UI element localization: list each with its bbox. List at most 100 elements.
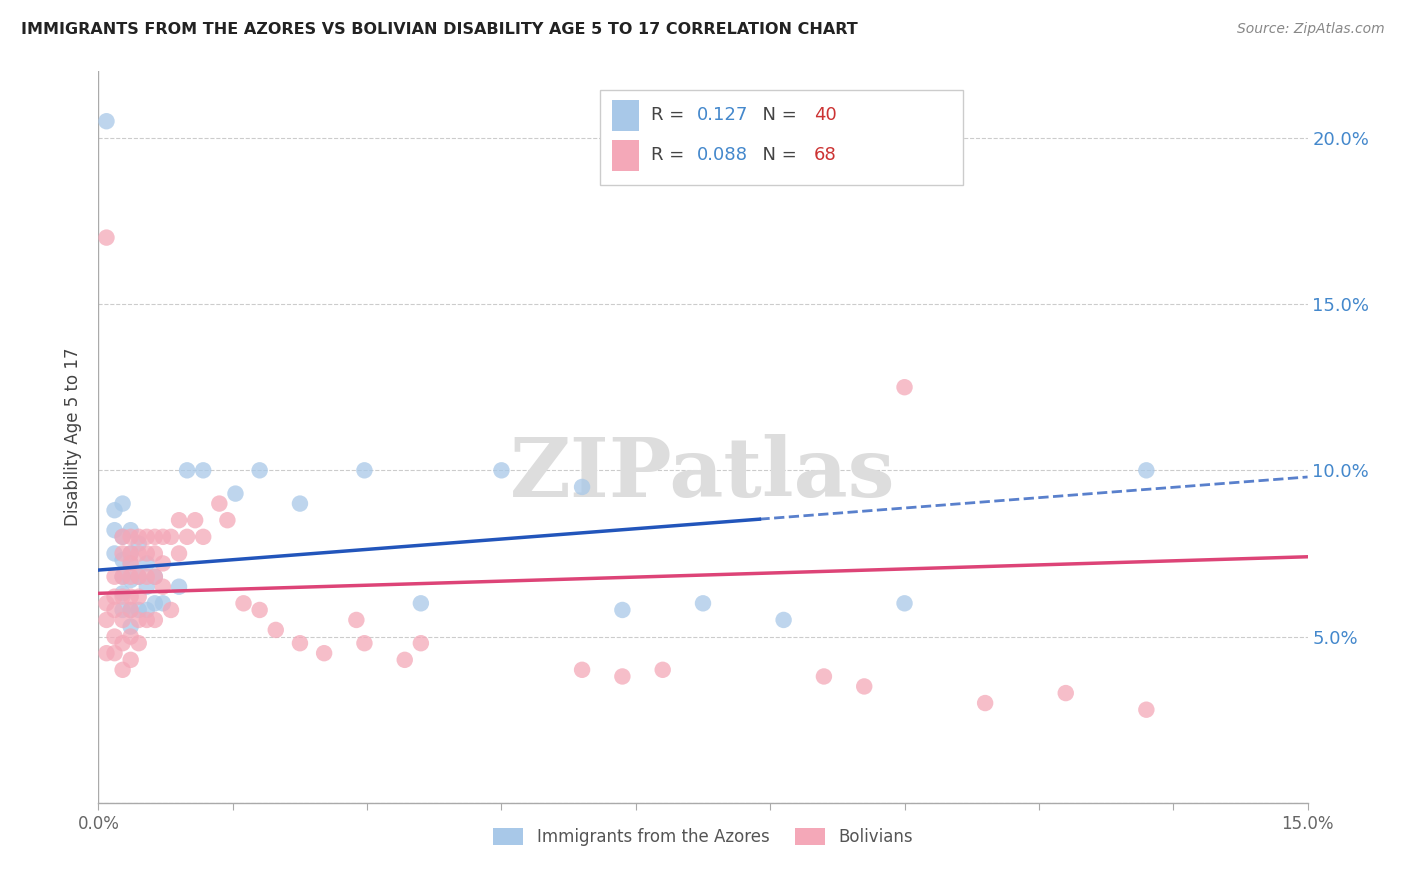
Point (96, 230, 118, 244)
Point (111, 603, 134, 617)
Point (409, 596, 432, 610)
Point (111, 546, 134, 560)
Point (128, 546, 150, 560)
Point (103, 570, 125, 584)
Point (893, 596, 915, 610)
Point (135, 603, 157, 617)
Point (409, 636, 432, 650)
Point (974, 696, 997, 710)
Point (120, 570, 142, 584)
Point (111, 570, 134, 584)
Point (353, 463, 375, 477)
Point (184, 513, 207, 527)
Point (103, 546, 125, 560)
Point (692, 596, 714, 610)
FancyBboxPatch shape (600, 90, 963, 185)
Point (160, 603, 183, 617)
Point (111, 530, 134, 544)
Point (893, 380, 915, 394)
Point (120, 557, 142, 571)
Point (288, 636, 311, 650)
Text: R =: R = (651, 106, 690, 124)
Point (128, 613, 150, 627)
Point (288, 497, 311, 511)
Point (111, 590, 134, 604)
Point (135, 546, 157, 560)
Text: N =: N = (751, 146, 803, 164)
Point (217, 513, 239, 527)
Point (120, 603, 142, 617)
Bar (613, 140, 638, 171)
Point (120, 653, 142, 667)
Point (96, 596, 118, 610)
Point (111, 636, 134, 650)
Point (135, 557, 157, 571)
Point (111, 497, 134, 511)
Text: N =: N = (751, 106, 803, 124)
Point (249, 463, 271, 477)
Point (111, 586, 134, 600)
Point (111, 570, 134, 584)
Point (128, 570, 150, 584)
Point (612, 603, 634, 617)
Point (96, 613, 118, 627)
Text: 0.127: 0.127 (697, 106, 748, 124)
Point (103, 503, 125, 517)
Point (167, 580, 190, 594)
Point (120, 590, 142, 604)
Point (152, 596, 174, 610)
Point (143, 613, 166, 627)
Point (143, 570, 166, 584)
Point (135, 580, 157, 594)
Point (128, 530, 150, 544)
Point (143, 546, 166, 560)
Text: 68: 68 (814, 146, 837, 164)
Point (111, 663, 134, 677)
Point (128, 570, 150, 584)
Point (120, 546, 142, 560)
Point (111, 553, 134, 567)
Point (120, 523, 142, 537)
Point (96, 114, 118, 128)
Point (193, 530, 215, 544)
Point (167, 546, 190, 560)
Point (167, 513, 190, 527)
Point (103, 603, 125, 617)
Point (120, 619, 142, 633)
Point (853, 680, 876, 694)
Text: 0.088: 0.088 (697, 146, 748, 164)
Point (1135, 463, 1157, 477)
Point (120, 557, 142, 571)
Point (120, 573, 142, 587)
Point (128, 636, 150, 650)
Point (491, 463, 513, 477)
Point (143, 596, 166, 610)
Point (128, 536, 150, 550)
Point (160, 530, 183, 544)
Text: 40: 40 (814, 106, 837, 124)
Point (344, 613, 367, 627)
Bar (613, 100, 638, 130)
Point (111, 530, 134, 544)
Point (1054, 686, 1077, 700)
Point (135, 530, 157, 544)
Point (224, 486, 246, 500)
Point (152, 530, 174, 544)
Point (571, 663, 593, 677)
Point (176, 530, 198, 544)
Point (135, 613, 157, 627)
Point (103, 646, 125, 660)
Point (208, 497, 231, 511)
Point (232, 596, 254, 610)
Y-axis label: Disability Age 5 to 17: Disability Age 5 to 17 (65, 348, 83, 526)
Text: Source: ZipAtlas.com: Source: ZipAtlas.com (1237, 22, 1385, 37)
Text: ZIPatlas: ZIPatlas (510, 434, 896, 514)
Point (152, 580, 174, 594)
Point (103, 630, 125, 644)
Point (103, 590, 125, 604)
Point (120, 530, 142, 544)
Point (96, 646, 118, 660)
Text: R =: R = (651, 146, 690, 164)
Point (128, 590, 150, 604)
Legend: Immigrants from the Azores, Bolivians: Immigrants from the Azores, Bolivians (494, 828, 912, 846)
